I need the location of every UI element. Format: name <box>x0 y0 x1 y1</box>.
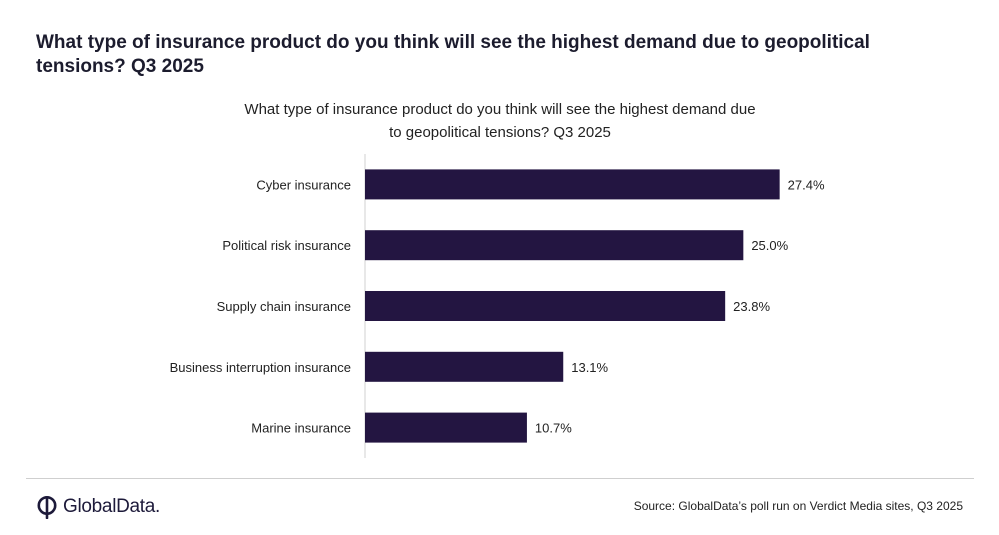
chart-title: What type of insurance product do you th… <box>200 98 800 144</box>
page-title: What type of insurance product do you th… <box>36 32 870 77</box>
data-label: 25.0% <box>751 238 788 253</box>
bar <box>365 291 726 321</box>
globaldata-logo: GlobalData. <box>36 494 160 520</box>
globaldata-logo-text: GlobalData. <box>63 496 161 517</box>
chart-title-line-1: What type of insurance product do you th… <box>244 101 756 118</box>
bar <box>365 412 527 443</box>
data-label: 23.8% <box>733 299 770 314</box>
footer-divider <box>26 478 974 479</box>
data-label: 10.7% <box>535 421 572 436</box>
bar <box>365 230 744 261</box>
category-label: Business interruption insurance <box>170 360 351 375</box>
category-label: Political risk insurance <box>222 238 351 253</box>
bar <box>365 351 564 382</box>
source-note: Source: GlobalData’s poll run on Verdict… <box>633 499 963 513</box>
data-label: 27.4% <box>788 177 825 192</box>
category-label: Supply chain insurance <box>217 299 351 314</box>
bar <box>365 169 780 200</box>
data-label: 13.1% <box>571 360 608 375</box>
bar-chart: Cyber insurance 27.4% Political risk insur… <box>170 154 825 458</box>
category-label: Cyber insurance <box>256 177 351 192</box>
chart-title-line-2: to geopolitical tensions? Q3 2025 <box>389 124 611 141</box>
category-label: Marine insurance <box>251 421 351 436</box>
globaldata-logo-icon <box>37 496 57 519</box>
